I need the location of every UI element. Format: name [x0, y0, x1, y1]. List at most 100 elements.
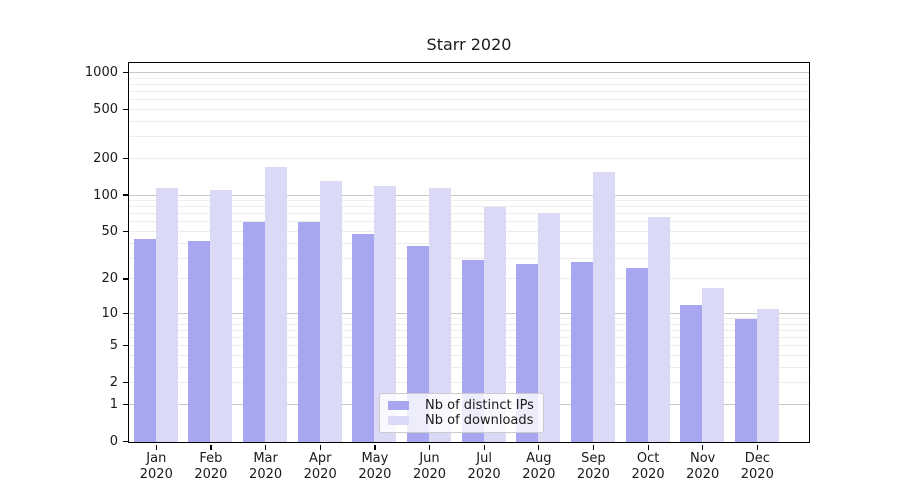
x-tick-label: Mar 2020 — [234, 451, 298, 483]
x-tick-label: Aug 2020 — [507, 451, 571, 483]
plot-area — [128, 62, 810, 443]
y-tick — [122, 312, 128, 315]
bar-downloads-oct — [647, 216, 670, 442]
x-tick-label: Jun 2020 — [398, 451, 462, 483]
x-tick-label: Jan 2020 — [124, 451, 188, 483]
x-tick-label: Jul 2020 — [452, 451, 516, 483]
x-tick-label: Dec 2020 — [725, 451, 789, 483]
gridline-minor — [129, 221, 809, 223]
bar-distinct-ips-apr — [297, 222, 320, 442]
gridline-minor — [129, 108, 809, 110]
gridline-minor — [129, 231, 809, 232]
y-tick — [122, 345, 128, 347]
x-tick-label-line: 2020 — [194, 467, 228, 482]
x-tick-label-line: Oct — [636, 451, 660, 466]
bar-downloads-dec — [756, 309, 779, 442]
bar-downloads-jul — [483, 206, 506, 442]
bar-downloads-mar — [265, 167, 288, 442]
x-tick — [756, 444, 758, 450]
x-tick-label-line: Jan — [146, 451, 167, 466]
y-tick-label: 5 — [109, 338, 118, 354]
x-tick-label-line: Sep — [581, 451, 606, 466]
x-tick-label: Sep 2020 — [561, 451, 625, 483]
bar-downloads-may — [374, 185, 397, 442]
bar-downloads-sep — [592, 171, 615, 442]
legend-swatch-distinct-ips — [388, 401, 409, 410]
y-tick-label: 20 — [101, 271, 118, 287]
bar-distinct-ips-dec — [734, 319, 757, 442]
bar-distinct-ips-mar — [243, 222, 266, 442]
gridline-minor — [129, 77, 809, 79]
x-tick-label: Nov 2020 — [671, 451, 735, 483]
x-tick — [155, 444, 157, 450]
x-tick-label-line: 2020 — [686, 467, 720, 482]
chart-title: Starr 2020 — [426, 35, 512, 54]
legend-item-downloads: Nb of downloads — [388, 413, 535, 428]
x-tick-label-line: Jul — [476, 451, 492, 466]
gridline-minor — [129, 242, 809, 244]
x-tick-label-line: Feb — [199, 451, 223, 466]
bar-downloads-feb — [210, 189, 233, 442]
x-tick-label: May 2020 — [343, 451, 407, 483]
bar-distinct-ips-oct — [625, 268, 648, 442]
x-tick — [374, 444, 376, 450]
gridline-minor — [129, 157, 809, 159]
bar-downloads-aug — [538, 212, 561, 442]
bar-downloads-apr — [319, 181, 342, 442]
bar-distinct-ips-sep — [570, 262, 593, 442]
x-tick-label-line: 2020 — [467, 467, 501, 482]
x-tick-label-line: Apr — [308, 451, 332, 466]
gridline-minor — [129, 99, 809, 101]
legend-item-distinct-ips: Nb of distinct IPs — [388, 398, 535, 413]
y-tick-label: 100 — [93, 187, 118, 203]
x-tick-label-line: Aug — [526, 451, 552, 466]
x-tick-label-line: Mar — [253, 451, 278, 466]
x-tick-label-line: Nov — [690, 451, 716, 466]
y-tick-label: 50 — [101, 224, 118, 239]
x-tick-label-line: 2020 — [522, 467, 556, 482]
y-tick-label: 2 — [109, 375, 118, 391]
y-tick-label: 1 — [109, 397, 118, 412]
x-tick-label: Apr 2020 — [288, 451, 352, 483]
bar-downloads-nov — [702, 287, 725, 442]
legend-swatch-downloads — [388, 416, 409, 425]
bar-distinct-ips-may — [352, 234, 375, 442]
x-tick — [319, 444, 321, 450]
x-tick-label-line: Jun — [419, 451, 440, 466]
y-tick-label: 10 — [101, 305, 118, 321]
gridline-minor — [129, 91, 809, 92]
legend: Nb of distinct IPs Nb of downloads — [379, 393, 544, 433]
y-tick — [122, 382, 128, 384]
x-tick — [483, 444, 485, 450]
x-tick — [538, 444, 540, 450]
gridline-minor — [129, 213, 809, 215]
bar-downloads-jan — [155, 188, 178, 442]
legend-label-distinct-ips: Nb of distinct IPs — [425, 398, 534, 413]
y-tick-label: 200 — [93, 150, 118, 166]
x-tick — [265, 444, 267, 450]
x-tick-label-line: Dec — [744, 451, 770, 466]
x-tick-label-line: 2020 — [358, 467, 392, 482]
x-tick-label-line: 2020 — [631, 467, 665, 482]
y-tick-label: 500 — [93, 101, 118, 117]
x-tick-label-line: 2020 — [249, 467, 283, 482]
y-tick — [122, 403, 128, 406]
bar-distinct-ips-jan — [133, 238, 156, 442]
gridline-minor — [129, 120, 809, 122]
x-tick — [702, 444, 704, 450]
y-tick — [122, 108, 128, 111]
legend-label-downloads: Nb of downloads — [425, 413, 534, 428]
x-tick — [428, 444, 431, 450]
x-tick — [210, 444, 212, 450]
bar-distinct-ips-feb — [188, 241, 211, 442]
x-tick — [592, 444, 595, 450]
gridline-minor — [129, 206, 809, 208]
x-tick-label-line: 2020 — [139, 467, 173, 482]
x-tick-label-line: 2020 — [740, 467, 774, 482]
x-tick-label: Feb 2020 — [179, 451, 243, 483]
y-tick-label: 0 — [109, 434, 118, 449]
x-tick-label-line: 2020 — [576, 467, 610, 482]
gridline-minor — [129, 257, 809, 259]
y-tick — [122, 440, 128, 443]
